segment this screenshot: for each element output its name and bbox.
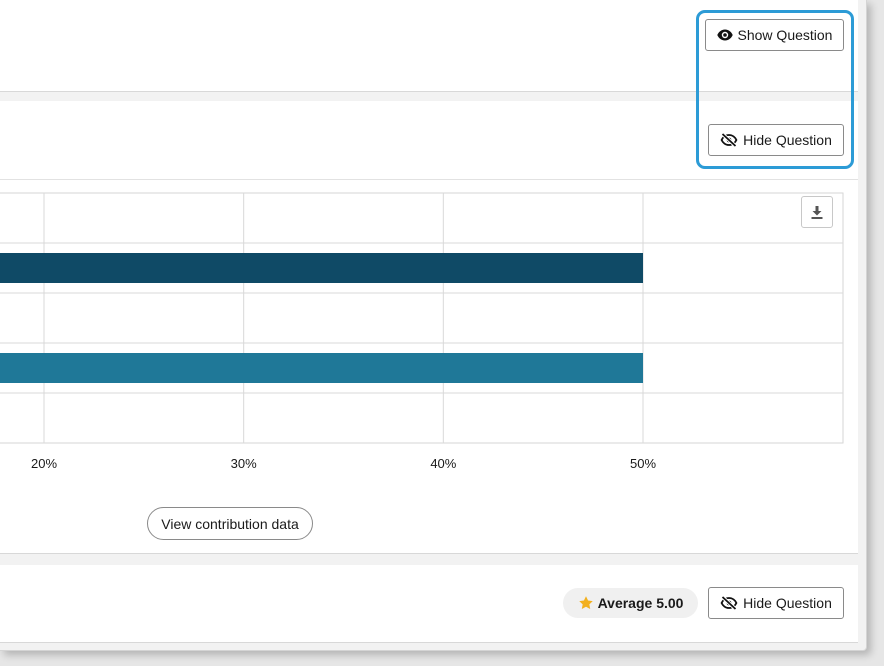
view-contribution-label: View contribution data <box>161 515 299 532</box>
show-question-button[interactable]: Show Question <box>705 19 844 51</box>
show-question-label: Show Question <box>737 27 833 43</box>
x-tick-label: 20% <box>31 456 57 471</box>
x-tick-label: 40% <box>430 456 456 471</box>
window-frame <box>0 0 867 651</box>
plot-area <box>0 192 844 444</box>
hide-question-button[interactable]: Hide Question <box>708 124 844 156</box>
eye-slash-icon <box>720 133 738 147</box>
download-icon <box>811 205 823 219</box>
bar <box>0 353 643 383</box>
average-rating-badge: Average 5.00 <box>563 588 698 618</box>
bar <box>0 253 643 283</box>
chart-download-button[interactable] <box>801 196 833 228</box>
hide-question-button-bottom[interactable]: Hide Question <box>708 587 844 619</box>
hide-question-label: Hide Question <box>743 595 832 611</box>
eye-icon <box>716 29 733 41</box>
average-label: Average 5.00 <box>597 595 684 611</box>
star-icon <box>578 595 594 611</box>
x-tick-label: 30% <box>231 456 257 471</box>
hide-question-label: Hide Question <box>743 132 832 148</box>
x-tick-label: 50% <box>630 456 656 471</box>
view-contribution-data-button[interactable]: View contribution data <box>147 507 313 540</box>
eye-slash-icon <box>720 596 738 610</box>
